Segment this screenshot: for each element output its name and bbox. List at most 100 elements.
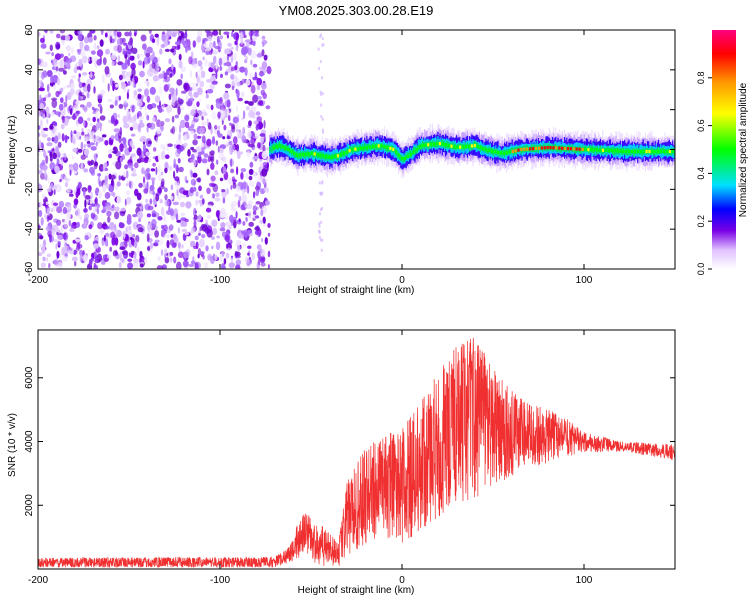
heatmap-noise-cell — [44, 257, 49, 262]
colorbar-tick-label: 0.4 — [696, 167, 706, 180]
heatmap-noise-cell — [118, 95, 122, 101]
heatmap-peak-cell — [505, 151, 508, 155]
heatmap-noise-cell — [89, 166, 95, 174]
heatmap-noise-cell — [180, 66, 186, 73]
heatmap-noise-cell — [140, 135, 147, 142]
heatmap-noise-cell — [66, 44, 71, 53]
heatmap-noise-cell — [201, 233, 206, 239]
heatmap-peak-cell — [526, 147, 529, 151]
heatmap-noise-cell — [185, 95, 189, 102]
heatmap-peak-cell — [569, 147, 572, 151]
heatmap-noise-cell — [122, 115, 128, 125]
heatmap-noise-cell — [161, 264, 167, 269]
heatmap-noise-cell — [67, 204, 72, 213]
heatmap-noise-cell — [170, 195, 174, 200]
heatmap-noise-cell — [224, 234, 230, 243]
colorbar-tick-label: 0.8 — [696, 72, 706, 85]
heatmap-noise-cell — [93, 86, 96, 94]
heatmap-noise-cell — [84, 199, 87, 209]
heatmap-peak-cell — [488, 148, 491, 153]
heatmap-peak-cell — [607, 148, 610, 153]
heatmap-noise-cell — [54, 53, 62, 60]
heatmap-noise-cell — [77, 181, 82, 190]
heatmap-noise-cell — [157, 256, 161, 262]
heatmap-noise-cell — [173, 256, 177, 264]
heatmap-noise-cell — [240, 91, 245, 98]
heatmap-noise-cell — [93, 42, 97, 50]
heatmap-noise-cell — [180, 73, 183, 80]
heatmap-noise-cell — [224, 71, 229, 76]
heatmap-noise-cell — [213, 34, 218, 41]
heatmap-noise-cell — [38, 87, 45, 92]
heatmap-noise-cell — [104, 175, 108, 184]
heatmap-noise-cell — [253, 120, 260, 125]
heatmap-peak-cell — [625, 149, 628, 153]
spectrogram-y-axis-label: Frequency (Hz) — [7, 116, 18, 185]
heatmap-noise-cell — [184, 121, 190, 129]
heatmap-noise-cell — [238, 129, 242, 133]
heatmap-noise-cell — [168, 224, 174, 231]
heatmap-noise-cell — [196, 76, 200, 83]
heatmap-noise-cell — [87, 56, 90, 63]
heatmap-noise-cell — [189, 70, 192, 78]
heatmap-ridge-cell — [286, 145, 288, 151]
heatmap-noise-cell — [38, 184, 43, 193]
heatmap-ridge-cell — [417, 145, 419, 151]
heatmap-ridge-cell — [606, 146, 608, 153]
heatmap-noise-cell — [97, 173, 102, 177]
heatmap-noise-cell — [114, 100, 118, 106]
y-tick-label: 0 — [24, 146, 35, 152]
heatmap-faint-cell — [322, 130, 325, 134]
heatmap-noise-cell — [90, 50, 96, 55]
heatmap-noise-cell — [261, 49, 265, 57]
heatmap-faint-cell — [320, 208, 322, 211]
heatmap-noise-cell — [206, 138, 212, 147]
heatmap-noise-cell — [261, 35, 266, 40]
heatmap-noise-cell — [180, 212, 186, 216]
heatmap-noise-cell — [130, 62, 136, 70]
heatmap-noise-cell — [230, 54, 234, 63]
heatmap-noise-cell — [218, 111, 221, 118]
heatmap-peak-cell — [456, 145, 459, 149]
heatmap-noise-cell — [72, 147, 78, 153]
heatmap-noise-cell — [235, 46, 238, 51]
heatmap-noise-cell — [110, 77, 113, 87]
heatmap-noise-cell — [131, 167, 134, 171]
heatmap-noise-cell — [255, 201, 261, 205]
heatmap-noise-cell — [98, 190, 102, 199]
heatmap-peak-cell — [494, 150, 497, 154]
heatmap-noise-cell — [234, 251, 241, 257]
heatmap-ridge-cell — [627, 147, 629, 156]
heatmap-noise-cell — [210, 162, 215, 170]
snr-x-axis-label: Height of straight line (km) — [298, 585, 415, 596]
heatmap-noise-cell — [58, 91, 62, 95]
heatmap-noise-cell — [240, 151, 243, 155]
heatmap-noise-cell — [160, 249, 164, 256]
heatmap-noise-cell — [215, 61, 218, 70]
heatmap-noise-cell — [236, 89, 240, 99]
heatmap-noise-cell — [58, 103, 64, 111]
heatmap-faint-cell — [320, 191, 323, 195]
heatmap-noise-cell — [88, 185, 92, 191]
heatmap-noise-cell — [78, 58, 83, 67]
heatmap-peak-cell — [470, 144, 473, 148]
heatmap-noise-cell — [159, 48, 163, 55]
heatmap-noise-cell — [83, 148, 90, 156]
heatmap-ridge-cell — [370, 144, 372, 150]
heatmap-ridge-cell — [312, 149, 314, 158]
heatmap-noise-cell — [47, 176, 50, 184]
heatmap-noise-cell — [238, 232, 243, 240]
heatmap-faint-cell — [321, 76, 323, 80]
heatmap-noise-cell — [74, 261, 77, 267]
heatmap-noise-cell — [106, 210, 112, 217]
heatmap-noise-cell — [92, 206, 96, 214]
heatmap-noise-cell — [64, 134, 68, 144]
heatmap-noise-cell — [198, 238, 205, 248]
heatmap-noise-cell — [56, 43, 61, 50]
heatmap-noise-cell — [190, 94, 193, 99]
heatmap-noise-cell — [197, 30, 203, 38]
heatmap-ridge-cell — [349, 145, 352, 153]
heatmap-noise-cell — [151, 62, 156, 69]
heatmap-noise-cell — [115, 119, 119, 125]
